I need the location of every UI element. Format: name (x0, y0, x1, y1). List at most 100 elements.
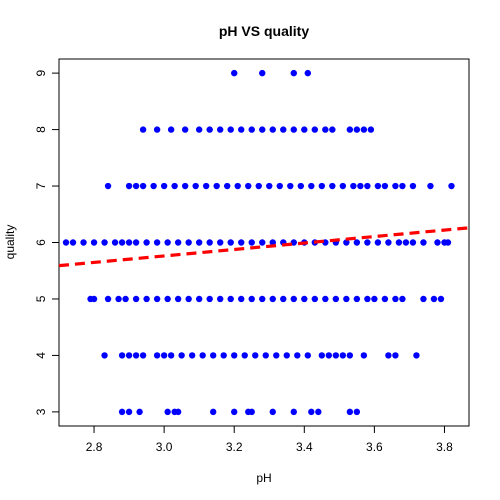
data-point (322, 126, 329, 133)
data-point (167, 352, 175, 359)
data-point (332, 295, 340, 303)
data-point (136, 408, 143, 416)
data-point (290, 239, 297, 246)
data-point (304, 69, 312, 77)
data-point (399, 182, 406, 190)
y-tick-label: 3 (34, 408, 48, 415)
y-tick-label: 4 (34, 352, 48, 359)
data-point (353, 126, 361, 133)
data-point (164, 295, 171, 303)
data-point (195, 295, 203, 303)
data-point (115, 295, 122, 303)
data-point (238, 239, 245, 246)
scatter-points (62, 69, 455, 416)
data-point (238, 126, 245, 133)
data-point (178, 352, 185, 359)
data-point (364, 239, 371, 246)
data-point (294, 352, 301, 359)
data-point (280, 295, 287, 303)
data-point (273, 352, 280, 359)
data-point (301, 126, 308, 133)
chart-title: pH VS quality (219, 23, 309, 39)
data-point (164, 408, 171, 416)
data-point (262, 352, 269, 359)
data-point (343, 239, 350, 246)
data-point (231, 352, 238, 359)
data-point (248, 408, 255, 416)
data-point (118, 239, 126, 246)
x-tick-label: 3.0 (156, 440, 173, 454)
data-point (374, 239, 382, 246)
data-point (346, 126, 354, 133)
data-point (174, 239, 182, 246)
data-point (259, 239, 266, 246)
data-point (69, 239, 77, 246)
data-point (125, 182, 133, 190)
data-point (322, 295, 329, 303)
data-point (241, 352, 248, 359)
data-point (325, 352, 333, 359)
data-point (269, 126, 276, 133)
data-point (402, 239, 410, 246)
data-point (311, 295, 319, 303)
data-point (434, 239, 441, 246)
data-point (357, 182, 364, 190)
data-point (139, 182, 147, 190)
data-point (216, 126, 224, 133)
y-tick-label: 8 (34, 126, 48, 133)
data-point (209, 352, 217, 359)
data-point (360, 352, 368, 359)
data-point (280, 126, 287, 133)
data-point (167, 126, 175, 133)
data-point (220, 352, 227, 359)
data-point (248, 295, 255, 303)
data-point (132, 295, 140, 303)
data-point (118, 352, 126, 359)
data-point (269, 295, 276, 303)
data-point (139, 126, 147, 133)
data-point (399, 295, 406, 303)
data-point (206, 126, 213, 133)
data-point (185, 239, 192, 246)
data-point (101, 352, 108, 359)
data-point (360, 126, 368, 133)
data-point (339, 352, 347, 359)
x-tick-label: 3.4 (296, 440, 313, 454)
data-point (252, 352, 259, 359)
data-point (392, 182, 399, 190)
x-axis: 2.8 3.0 3.2 3.4 3.6 3.8 (86, 425, 453, 454)
data-point (160, 352, 168, 359)
data-point (364, 182, 371, 190)
data-point (318, 352, 326, 359)
data-point (381, 295, 389, 303)
data-point (206, 239, 213, 246)
data-point (125, 408, 133, 416)
data-point (248, 126, 255, 133)
data-point (448, 182, 455, 190)
data-point (332, 352, 340, 359)
x-tick-label: 3.6 (366, 440, 383, 454)
data-point (290, 126, 297, 133)
data-point (318, 182, 326, 190)
data-point (216, 295, 224, 303)
data-point (122, 295, 129, 303)
data-point (153, 126, 161, 133)
data-point (430, 295, 438, 303)
x-tick-label: 2.8 (86, 440, 103, 454)
data-point (174, 295, 182, 303)
data-point (111, 239, 119, 246)
data-point (381, 182, 389, 190)
data-point (255, 182, 262, 190)
data-point (227, 239, 234, 246)
data-point (266, 182, 273, 190)
data-point (329, 126, 336, 133)
data-point (195, 239, 203, 246)
data-point (234, 182, 241, 190)
data-point (308, 182, 315, 190)
data-point (392, 295, 399, 303)
data-point (227, 295, 234, 303)
data-point (346, 352, 354, 359)
data-point (125, 239, 133, 246)
data-point (143, 239, 150, 246)
